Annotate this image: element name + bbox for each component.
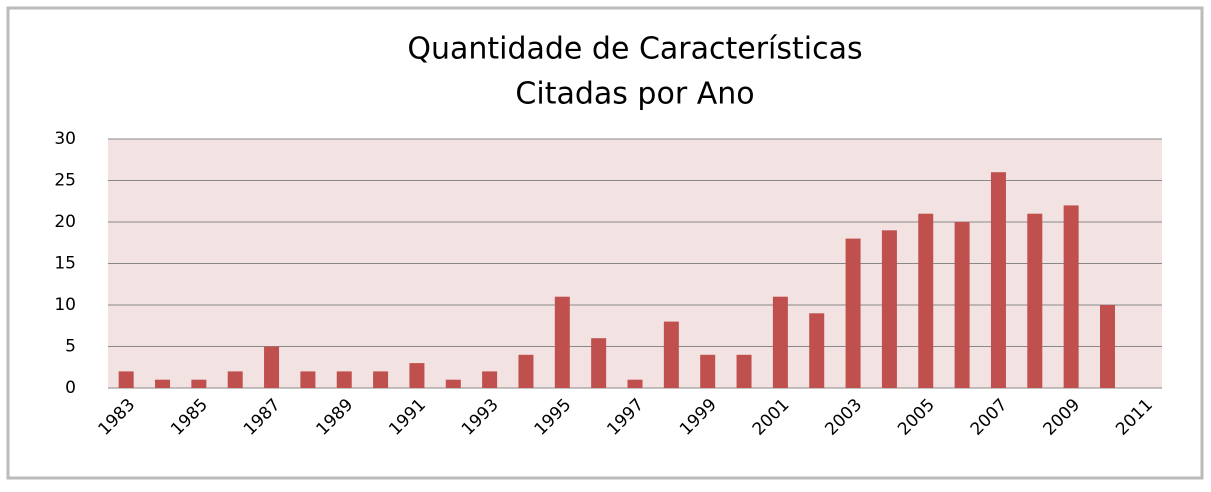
y-tick-label: 15 [54, 254, 76, 274]
bar [700, 354, 716, 388]
bar [772, 296, 788, 388]
bar [809, 313, 825, 388]
bar [300, 371, 316, 388]
bar [264, 346, 280, 388]
y-tick-label: 20 [54, 212, 76, 232]
bar [845, 238, 861, 388]
y-tick-label: 0 [65, 378, 76, 398]
chart-title: Quantidade de Características [407, 32, 862, 67]
bar [482, 371, 498, 388]
bar [409, 363, 425, 388]
bar [954, 222, 970, 388]
bar [518, 354, 534, 388]
chart-title: Citadas por Ano [515, 77, 754, 112]
bar [155, 379, 171, 388]
y-tick-label: 5 [65, 337, 76, 357]
y-tick-label: 30 [54, 129, 76, 149]
bar [990, 172, 1006, 388]
bar [918, 213, 934, 388]
bar [881, 230, 897, 388]
bar [554, 296, 570, 388]
bar [227, 371, 243, 388]
bar [336, 371, 352, 388]
y-tick-label: 10 [54, 295, 76, 315]
bar [627, 379, 643, 388]
bar [191, 379, 207, 388]
bar [591, 338, 607, 388]
bar [445, 379, 461, 388]
bar [373, 371, 389, 388]
bar [1063, 205, 1079, 388]
bar [118, 371, 134, 388]
bar [1027, 213, 1043, 388]
bar [663, 321, 679, 388]
bar [1099, 305, 1115, 388]
bar [736, 354, 752, 388]
y-tick-label: 25 [54, 171, 76, 191]
